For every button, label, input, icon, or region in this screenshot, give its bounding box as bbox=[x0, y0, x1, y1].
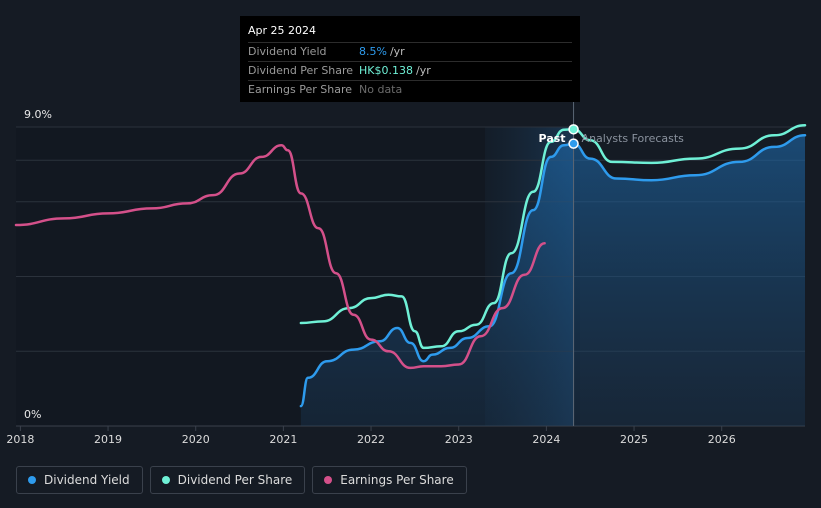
legend: Dividend Yield Dividend Per Share Earnin… bbox=[16, 466, 467, 494]
x-tick-label: 2018 bbox=[6, 433, 34, 446]
tooltip-label: Dividend Per Share bbox=[248, 64, 354, 77]
legend-item-earnings-per-share[interactable]: Earnings Per Share bbox=[312, 466, 467, 494]
marker-dividend-yield bbox=[568, 138, 579, 149]
tooltip-row-earnings-per-share: Earnings Per Share No data bbox=[248, 81, 572, 99]
x-tick-label: 2021 bbox=[269, 433, 297, 446]
y-axis-bottom-label: 0% bbox=[24, 408, 41, 421]
tooltip-row-dividend-per-share: Dividend Per Share HK$0.138 /yr bbox=[248, 62, 572, 81]
tooltip: Apr 25 2024 Dividend Yield 8.5% /yr Divi… bbox=[240, 16, 580, 102]
dividend-yield-area bbox=[300, 135, 805, 427]
legend-dot-icon bbox=[161, 476, 170, 484]
tooltip-value: No data bbox=[359, 83, 403, 96]
tooltip-label: Dividend Yield bbox=[248, 45, 327, 58]
x-tick-label: 2020 bbox=[182, 433, 210, 446]
series-line-earnings-per-share bbox=[14, 144, 546, 370]
legend-dot-icon bbox=[28, 476, 36, 484]
legend-label: Dividend Yield bbox=[44, 473, 130, 487]
legend-item-dividend-yield[interactable]: Dividend Yield bbox=[16, 466, 143, 494]
legend-label: Dividend Per Share bbox=[177, 473, 293, 487]
forecast-label: Analysts Forecasts bbox=[582, 132, 685, 145]
x-tick-label: 2023 bbox=[445, 433, 473, 446]
legend-label: Earnings Per Share bbox=[340, 473, 454, 487]
x-tick-label: 2025 bbox=[620, 433, 648, 446]
tooltip-unit: /yr bbox=[415, 64, 431, 77]
x-tick-label: 2022 bbox=[357, 433, 385, 446]
tooltip-unit: /yr bbox=[389, 45, 405, 58]
tooltip-label: Earnings Per Share bbox=[248, 83, 353, 96]
marker-dividend-per-share bbox=[568, 124, 579, 135]
x-tick-label: 2024 bbox=[532, 433, 560, 446]
past-label: Past bbox=[539, 132, 566, 145]
x-tick-label: 2026 bbox=[708, 433, 736, 446]
tooltip-value: 8.5% bbox=[359, 45, 387, 58]
tooltip-date: Apr 25 2024 bbox=[248, 24, 572, 43]
legend-item-dividend-per-share[interactable]: Dividend Per Share bbox=[149, 466, 306, 494]
x-tick-label: 2019 bbox=[94, 433, 122, 446]
y-axis-top-label: 9.0% bbox=[24, 108, 52, 121]
tooltip-value: HK$0.138 bbox=[359, 64, 413, 77]
series-line-dividend-yield bbox=[299, 134, 807, 408]
series-line-dividend-per-share bbox=[299, 124, 807, 350]
tooltip-row-dividend-yield: Dividend Yield 8.5% /yr bbox=[248, 43, 572, 62]
legend-dot-icon bbox=[324, 476, 333, 484]
